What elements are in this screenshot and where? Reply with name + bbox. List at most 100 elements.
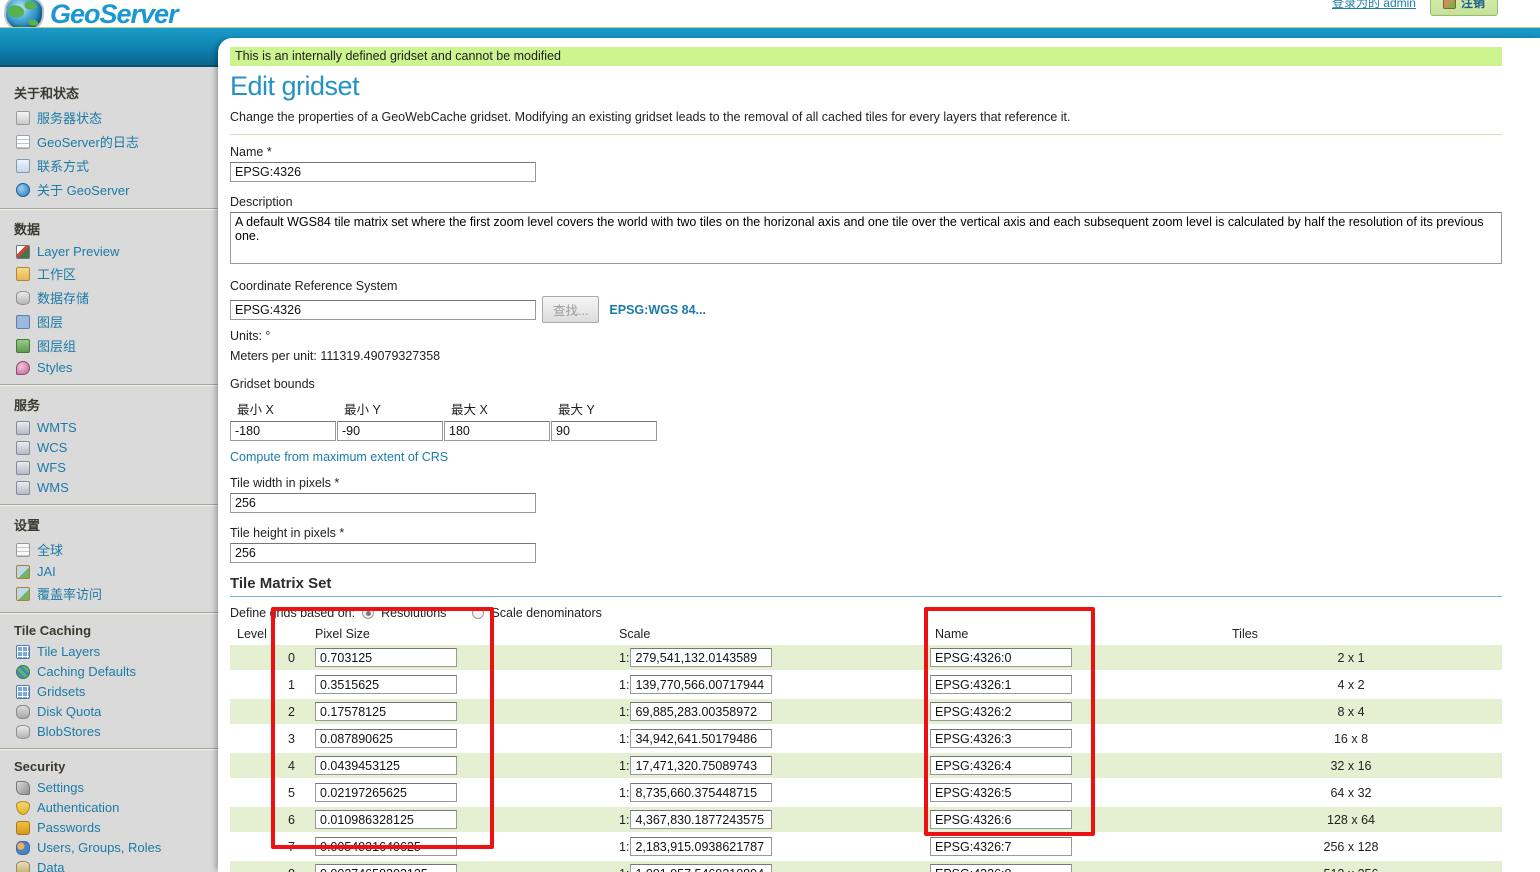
tile-width-input[interactable] (230, 493, 536, 513)
tile-height-input[interactable] (230, 543, 536, 563)
sidebar-item-label[interactable]: Data (37, 860, 65, 872)
sidebar-item-label[interactable]: Gridsets (37, 684, 86, 699)
sidebar-item-caching-defaults[interactable]: Caching Defaults (16, 664, 208, 679)
sidebar-item-label[interactable]: 图层组 (37, 339, 77, 354)
scale-input[interactable] (630, 648, 773, 667)
scale-input[interactable] (630, 837, 773, 856)
sidebar-item-global-settings[interactable]: 全球 (16, 540, 208, 559)
sidebar-item-disk-quota[interactable]: Disk Quota (16, 704, 208, 719)
sidebar-item-authentication[interactable]: Authentication (16, 800, 208, 815)
sidebar-item-label[interactable]: Layer Preview (37, 244, 120, 259)
min-x-input[interactable] (230, 421, 336, 441)
sidebar-item-label[interactable]: GeoServer的日志 (37, 135, 139, 150)
resolutions-radio[interactable] (362, 607, 375, 619)
sidebar-item-gridsets[interactable]: Gridsets (16, 684, 208, 699)
sidebar-item-wcs[interactable]: WCS (16, 440, 208, 455)
sidebar-item-server-status[interactable]: 服务器状态 (16, 108, 208, 127)
sidebar-item-coverage-access[interactable]: 覆盖率访问 (16, 584, 208, 603)
sidebar-item-label[interactable]: 全球 (37, 543, 64, 558)
global-settings-icon (16, 542, 30, 557)
sidebar-item-layer-groups[interactable]: 图层组 (16, 336, 208, 355)
sidebar-item-wmts[interactable]: WMTS (16, 420, 208, 435)
scale-input[interactable] (630, 729, 773, 748)
pixel-size-input[interactable] (315, 864, 457, 872)
sidebar-item-label[interactable]: 覆盖率访问 (37, 587, 103, 602)
sidebar-item-passwords[interactable]: Passwords (16, 820, 208, 835)
max-x-input[interactable] (444, 421, 550, 441)
sidebar-item-users-groups-roles[interactable]: Users, Groups, Roles (16, 840, 208, 855)
gridname-input[interactable] (930, 702, 1072, 721)
sidebar-item-label[interactable]: Tile Layers (37, 644, 101, 659)
sidebar-item-workspace[interactable]: 工作区 (16, 264, 208, 283)
sidebar-item-data-security[interactable]: Data (16, 860, 208, 872)
sidebar-item-label[interactable]: 服务器状态 (37, 111, 103, 126)
sidebar-item-label[interactable]: Styles (37, 360, 73, 375)
sidebar-item-label[interactable]: Passwords (37, 820, 101, 835)
pixel-size-input[interactable] (315, 756, 457, 775)
sidebar-item-label[interactable]: 工作区 (37, 267, 77, 282)
gridname-input[interactable] (930, 756, 1072, 775)
gridname-input[interactable] (930, 729, 1072, 748)
description-textarea[interactable]: A default WGS84 tile matrix set where th… (230, 212, 1502, 264)
gridname-input[interactable] (930, 648, 1072, 667)
scale-denominators-radio[interactable] (472, 607, 485, 619)
sidebar-item-tile-layers[interactable]: Tile Layers (16, 644, 208, 659)
gridname-input[interactable] (930, 864, 1072, 872)
gridname-input[interactable] (930, 675, 1072, 694)
gridname-input[interactable] (930, 837, 1072, 856)
pixel-size-input[interactable] (315, 783, 457, 802)
scale-input[interactable] (630, 675, 773, 694)
sidebar-item-label[interactable]: Users, Groups, Roles (37, 840, 162, 855)
sidebar-item-styles[interactable]: Styles (16, 360, 208, 375)
sidebar-item-blobstores[interactable]: BlobStores (16, 724, 208, 739)
sidebar-item-label[interactable]: 数据存储 (37, 291, 90, 306)
pixel-size-input[interactable] (315, 648, 457, 667)
sidebar-item-label[interactable]: 图层 (37, 315, 64, 330)
sidebar-item-label[interactable]: WMS (37, 480, 69, 495)
pixel-size-input[interactable] (315, 810, 457, 829)
sidebar-item-wfs[interactable]: WFS (16, 460, 208, 475)
sidebar-item-label[interactable]: Caching Defaults (37, 664, 136, 679)
name-column-header: Name (935, 627, 969, 641)
name-input[interactable] (230, 162, 536, 182)
sidebar-item-label[interactable]: 联系方式 (37, 159, 90, 174)
sidebar-item-label[interactable]: 关于 GeoServer (37, 183, 130, 198)
sidebar-item-wms[interactable]: WMS (16, 480, 208, 495)
sidebar-item-label[interactable]: JAI (37, 564, 56, 579)
sidebar-item-label[interactable]: WFS (37, 460, 66, 475)
scale-input[interactable] (630, 864, 773, 872)
sidebar-item-logs[interactable]: GeoServer的日志 (16, 132, 208, 151)
crs-description-link[interactable]: EPSG:WGS 84... (609, 302, 706, 317)
sidebar-item-stores[interactable]: 数据存储 (16, 288, 208, 307)
sidebar-item-label[interactable]: Disk Quota (37, 704, 102, 719)
scale-input[interactable] (630, 783, 773, 802)
sidebar-item-contact[interactable]: 联系方式 (16, 156, 208, 175)
pixel-size-input[interactable] (315, 702, 457, 721)
sidebar-item-security-settings[interactable]: Settings (16, 780, 208, 795)
find-button[interactable]: 查找... (542, 296, 600, 323)
sidebar-item-layer-preview[interactable]: Layer Preview (16, 244, 208, 259)
logout-button[interactable]: 注销 (1429, 0, 1498, 16)
compute-extent-link[interactable]: Compute from maximum extent of CRS (230, 450, 449, 464)
logged-in-link[interactable]: 登录为的 admin (1331, 0, 1416, 10)
sidebar-item-about[interactable]: 关于 GeoServer (16, 180, 208, 199)
pixel-size-input[interactable] (315, 675, 457, 694)
sidebar-item-label[interactable]: Settings (37, 780, 84, 795)
gridname-input[interactable] (930, 783, 1072, 802)
sidebar-item-label[interactable]: Authentication (37, 800, 120, 815)
sidebar-item-jai[interactable]: JAI (16, 564, 208, 579)
sidebar-item-label[interactable]: WCS (37, 440, 68, 455)
min-y-input[interactable] (337, 421, 443, 441)
scale-input[interactable] (630, 702, 773, 721)
scale-input[interactable] (630, 756, 773, 775)
pixel-size-input[interactable] (315, 729, 457, 748)
scale-input[interactable] (630, 810, 773, 829)
gridname-input[interactable] (930, 810, 1072, 829)
max-y-input[interactable] (551, 421, 657, 441)
sidebar-item-label[interactable]: WMTS (37, 420, 77, 435)
sidebar-item-label[interactable]: BlobStores (37, 724, 101, 739)
logo-text: GeoServer (50, 0, 179, 28)
pixel-size-input[interactable] (315, 837, 457, 856)
crs-input[interactable] (230, 299, 536, 320)
sidebar-item-layers[interactable]: 图层 (16, 312, 208, 331)
